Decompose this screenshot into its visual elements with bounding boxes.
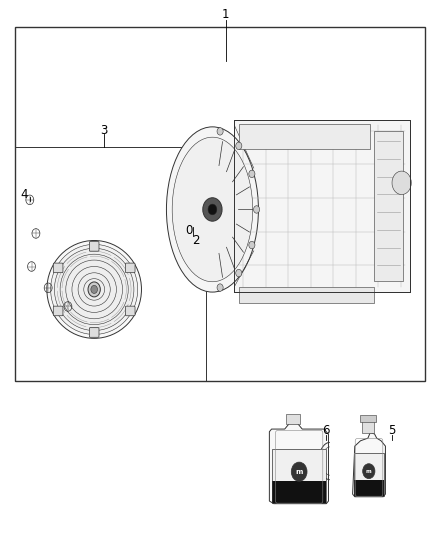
Text: 1: 1 [222, 9, 230, 21]
Bar [272, 449, 326, 481]
Circle shape [91, 285, 98, 294]
Circle shape [203, 198, 222, 221]
Ellipse shape [172, 137, 253, 282]
Circle shape [392, 171, 411, 195]
Ellipse shape [51, 245, 138, 334]
Bar [354, 453, 384, 496]
Text: 5: 5 [389, 424, 396, 437]
Bar [272, 481, 326, 503]
Bar [239, 124, 370, 149]
Text: 3: 3 [101, 124, 108, 136]
Bar [234, 120, 410, 292]
Bar [354, 480, 384, 496]
Circle shape [236, 269, 242, 277]
Bar [362, 421, 374, 433]
Circle shape [217, 127, 223, 135]
Bar [15, 27, 425, 381]
Circle shape [363, 464, 375, 479]
Text: m: m [366, 469, 371, 474]
Circle shape [249, 241, 255, 249]
Ellipse shape [47, 240, 141, 338]
Circle shape [236, 142, 242, 150]
FancyBboxPatch shape [53, 306, 63, 316]
Circle shape [254, 206, 260, 213]
Text: 6: 6 [322, 424, 330, 437]
Circle shape [291, 462, 307, 481]
Bar [234, 120, 410, 292]
Circle shape [88, 282, 100, 297]
Ellipse shape [54, 248, 134, 330]
Bar [239, 287, 374, 303]
Bar [354, 453, 384, 480]
Bar [360, 415, 376, 422]
FancyBboxPatch shape [89, 241, 99, 251]
Polygon shape [269, 424, 328, 504]
FancyBboxPatch shape [125, 263, 135, 273]
FancyBboxPatch shape [89, 328, 99, 337]
Bar [286, 414, 300, 424]
Text: 0: 0 [186, 224, 193, 237]
Circle shape [249, 170, 255, 177]
FancyBboxPatch shape [125, 306, 135, 316]
Bar [374, 131, 403, 281]
Ellipse shape [166, 127, 258, 292]
Text: 2: 2 [192, 235, 200, 247]
Bar [272, 449, 326, 503]
Bar [15, 147, 206, 381]
Text: 4: 4 [20, 188, 28, 201]
Polygon shape [353, 433, 385, 497]
Circle shape [217, 284, 223, 292]
Circle shape [208, 204, 217, 215]
Text: m: m [296, 469, 303, 475]
FancyBboxPatch shape [53, 263, 63, 273]
